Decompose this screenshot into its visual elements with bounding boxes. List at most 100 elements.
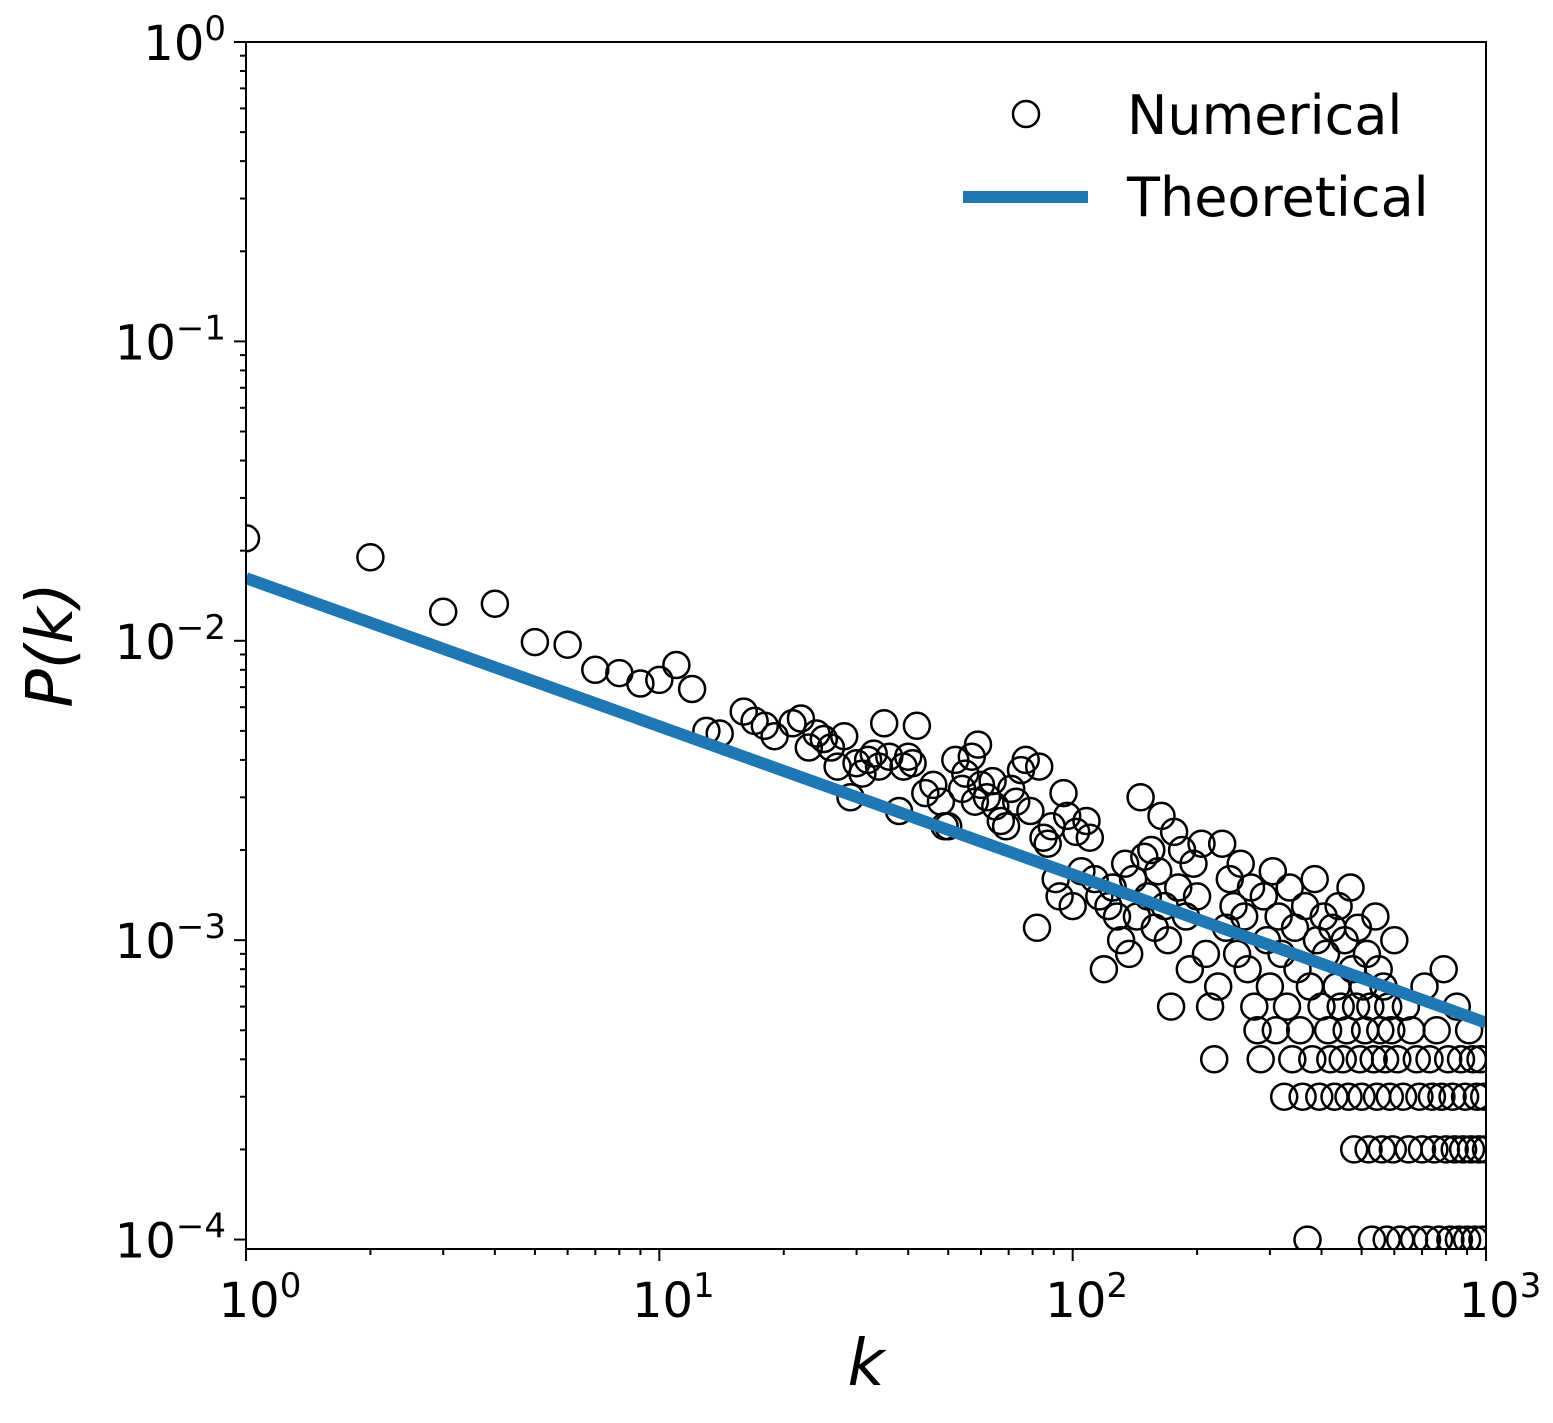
legend: Numerical Theoretical [963,84,1429,229]
data-point [1464,1135,1486,1164]
data-point [1182,882,1212,911]
x-tick-label: 100 [219,1266,302,1329]
data-point [1378,1135,1408,1164]
data-point [1179,849,1208,878]
data-point [1334,1082,1363,1111]
data-point [1187,829,1216,858]
data-point [1339,1135,1369,1164]
data-point [1469,1082,1486,1111]
data-point [1114,939,1144,969]
theoretical-series [246,572,1486,1029]
data-point [1072,806,1101,836]
data-point [1089,954,1119,984]
data-point [1163,873,1193,902]
data-point [1347,1082,1376,1111]
data-point [786,704,816,733]
data-point [626,669,655,698]
data-point [1143,856,1173,886]
y-tick-label: 10−2 [115,608,226,671]
theoretical-line [246,572,1486,1029]
data-point [960,787,990,816]
plot-frame [245,41,1487,1250]
data-point [1159,817,1189,847]
data-point [1293,1225,1322,1249]
data-point [902,711,932,741]
plot-area [246,524,1486,1249]
data-point [1336,873,1365,902]
data-point [996,774,1026,804]
data-point [1278,1045,1307,1074]
data-point [662,650,691,680]
data-point [1156,992,1186,1021]
data-point [1298,1045,1327,1074]
data-point [1022,913,1052,943]
data-point [1126,783,1155,812]
data-point [1052,801,1082,831]
x-tick-label: 103 [1459,1266,1542,1329]
data-point [1199,1045,1229,1074]
data-point [1316,1045,1345,1074]
data-point [480,589,510,618]
data-point [1448,1135,1478,1164]
data-point [1246,1045,1275,1074]
data-point [750,711,780,741]
data-point [1407,1135,1437,1164]
data-point [1444,1225,1474,1249]
data-point [1305,1082,1334,1111]
data-point [1275,873,1304,902]
data-point [520,627,550,657]
y-axis-label: P(k) [14,582,88,708]
data-point [1440,1135,1469,1164]
data-point [1452,1225,1482,1249]
data-point [1462,1082,1486,1111]
data-point [1255,972,1285,1001]
data-point [1016,796,1045,826]
y-tick-label: 10−4 [115,1207,226,1270]
data-point [1438,1082,1467,1111]
data-point [1422,1016,1451,1045]
data-point [1240,992,1269,1021]
data-point [356,543,385,572]
data-point [1405,1082,1434,1111]
data-point [1456,1135,1486,1164]
axes [234,41,1487,1261]
data-point [1415,1045,1444,1074]
data-point [1207,829,1237,858]
data-point [829,721,859,751]
data-point [794,733,824,762]
data-point [246,524,261,553]
data-point [645,665,674,695]
data-point [898,748,927,778]
data-point [1061,817,1091,847]
data-point [1468,1225,1486,1249]
data-point [1388,1082,1418,1111]
data-point [428,597,458,627]
data-point [553,630,582,659]
data-point [1058,891,1087,921]
data-point [1356,992,1385,1021]
data-point [1110,849,1140,878]
x-axis-label: k [847,1327,887,1401]
data-point [1328,1045,1357,1074]
data-point [1269,1082,1299,1111]
data-point [1370,1045,1400,1074]
data-point [986,806,1016,836]
data-point [1372,1225,1401,1249]
data-point [911,778,940,808]
y-tick-label: 10−3 [115,907,226,970]
data-point [1332,1016,1361,1045]
data-point [1272,992,1302,1021]
data-point [1354,1135,1383,1164]
data-point [951,759,980,788]
data-point [1471,1135,1486,1164]
data-point [677,674,707,704]
data-point [1024,752,1054,781]
data-point [1380,925,1409,955]
data-point [1102,902,1132,931]
data-point [1226,849,1255,878]
data-point [1249,882,1279,911]
data-point [1383,1045,1412,1074]
data-point [1153,925,1183,955]
data-point [1011,745,1040,775]
